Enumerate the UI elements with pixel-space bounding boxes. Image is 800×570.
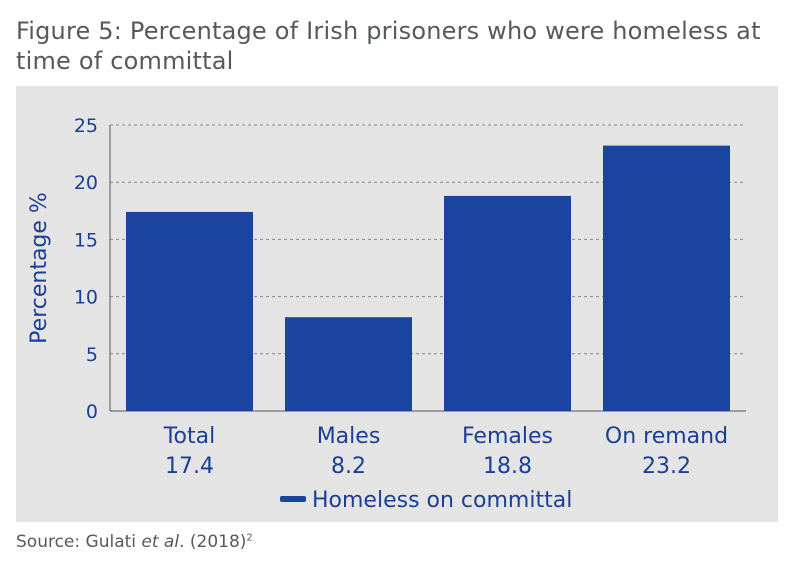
chart-panel: 0 5 10 15 20 25 Total 17.4 Males 8.2 Females 18.8 On… <box>16 86 778 522</box>
y-tick-label: 20 <box>74 172 98 194</box>
bar-value-label: 8.2 <box>331 454 366 479</box>
source-note: Source: Gulati et al. (2018)2 <box>16 532 253 552</box>
bar-value-label: 17.4 <box>165 454 214 479</box>
x-category-label: On remand <box>605 424 728 449</box>
y-tick-label: 25 <box>74 115 98 137</box>
legend-swatch <box>280 496 306 502</box>
x-category-label: Females <box>462 424 553 449</box>
x-category-label: Total <box>163 424 215 449</box>
figure-title: Figure 5: Percentage of Irish prisoners … <box>16 17 761 75</box>
bar-chart: 0 5 10 15 20 25 Total 17.4 Males 8.2 Females 18.8 On… <box>27 115 746 513</box>
legend-label: Homeless on committal <box>312 488 572 513</box>
source-suffix: . (2018) <box>179 532 247 552</box>
bar-males <box>285 317 412 411</box>
y-tick-label: 5 <box>86 344 98 366</box>
y-axis-label: Percentage % <box>27 192 52 344</box>
x-category-label: Males <box>317 424 381 449</box>
bar-value-label: 23.2 <box>642 454 691 479</box>
y-tick-label: 15 <box>74 229 98 251</box>
bar-females <box>444 195 571 411</box>
source-italic: et al <box>141 532 180 552</box>
bar-value-label: 18.8 <box>483 454 532 479</box>
y-tick-label: 0 <box>86 401 98 423</box>
y-tick-label: 10 <box>74 287 98 309</box>
bar-total <box>126 211 253 411</box>
bar-on-remand <box>603 145 730 412</box>
source-prefix: Source: Gulati <box>16 532 142 552</box>
source-superscript: 2 <box>246 532 253 544</box>
